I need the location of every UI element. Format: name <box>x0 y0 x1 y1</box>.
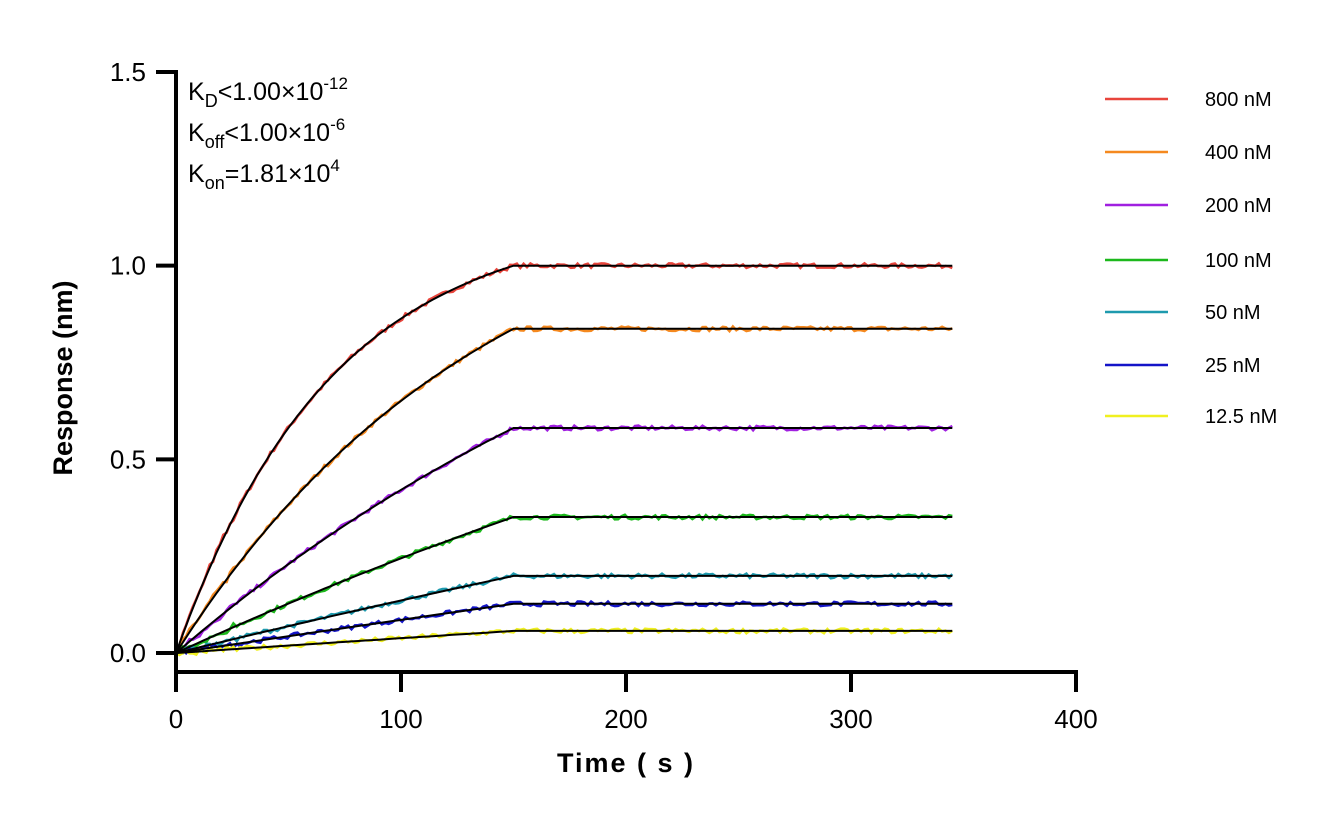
legend-item-50nM: 50 nM <box>1105 302 1261 324</box>
legend-label: 25 nM <box>1205 355 1261 377</box>
legend-item-200nM: 200 nM <box>1105 195 1272 217</box>
annotation-koff-label: K <box>188 119 205 147</box>
legend-item-25nM: 25 nM <box>1105 355 1261 377</box>
fit-line-12.5nM <box>175 629 953 654</box>
legend-item-100nM: 100 nM <box>1105 250 1272 272</box>
y-tick-label: 1.5 <box>110 57 146 87</box>
annotation-kon-sub: on <box>205 173 225 193</box>
ticks-layer: 0 100 200 300 400 0.0 0.5 1.0 1.5 <box>110 57 1098 734</box>
series-line-200nM <box>175 423 953 654</box>
annotation-kon-exp: 4 <box>330 156 339 175</box>
legend-label: 50 nM <box>1205 302 1261 324</box>
fit-line-800nM <box>175 264 953 654</box>
legend: 800 nM 400 nM 200 nM 100 nM 50 nM 25 nM 12.5 n… <box>1105 89 1277 428</box>
annotation-kd-sub: D <box>205 91 218 111</box>
x-axis-label: Time ( s ) <box>557 748 695 778</box>
x-tick-label: 200 <box>604 704 647 734</box>
annotation-koff-sub: off <box>205 132 226 152</box>
annotation-kd-rel: < <box>218 78 233 106</box>
fit-line-100nM <box>175 516 953 654</box>
annotation-kon-rel: = <box>225 160 240 188</box>
series-line-50nM <box>175 571 954 656</box>
y-tick-label: 0.5 <box>110 444 146 474</box>
y-axis-label: Response (nm) <box>48 280 78 475</box>
legend-label: 100 nM <box>1205 250 1272 272</box>
annotation-koff: Koff<1.00×10-6 <box>188 115 345 152</box>
legend-label: 400 nM <box>1205 142 1272 164</box>
annotation-koff-exp: -6 <box>330 115 345 134</box>
annotation-kd-exp: -12 <box>323 74 348 93</box>
annotation-kd-label: K <box>188 78 205 106</box>
legend-item-800nM: 800 nM <box>1105 89 1272 111</box>
x-tick-label: 0 <box>169 704 183 734</box>
annotation-kon: Kon=1.81×104 <box>188 156 340 193</box>
legend-item-400nM: 400 nM <box>1105 142 1272 164</box>
fit-line-25nM <box>175 602 953 654</box>
y-tick-label: 0.0 <box>110 638 146 668</box>
legend-item-12.5nM: 12.5 nM <box>1105 406 1277 428</box>
legend-label: 12.5 nM <box>1205 406 1277 428</box>
y-tick-label: 1.0 <box>110 251 146 281</box>
annotation-kd-mant: 1.00×10 <box>232 78 323 106</box>
legend-label: 200 nM <box>1205 195 1272 217</box>
annotation-kon-mant: 1.81×10 <box>239 160 330 188</box>
x-tick-label: 100 <box>379 704 422 734</box>
x-tick-label: 300 <box>829 704 872 734</box>
x-tick-label: 400 <box>1054 704 1097 734</box>
fit-line-50nM <box>175 574 953 654</box>
curves-layer <box>174 261 954 657</box>
annotation-koff-mant: 1.00×10 <box>239 119 330 147</box>
annotation-kon-label: K <box>188 160 205 188</box>
legend-label: 800 nM <box>1205 89 1272 111</box>
series-line-800nM <box>174 261 953 655</box>
annotation-kd: KD<1.00×10-12 <box>188 74 348 111</box>
series-line-400nM <box>174 324 953 657</box>
annotation-koff-rel: < <box>224 119 239 147</box>
fit-line-200nM <box>175 427 953 654</box>
fit-line-400nM <box>175 327 953 654</box>
